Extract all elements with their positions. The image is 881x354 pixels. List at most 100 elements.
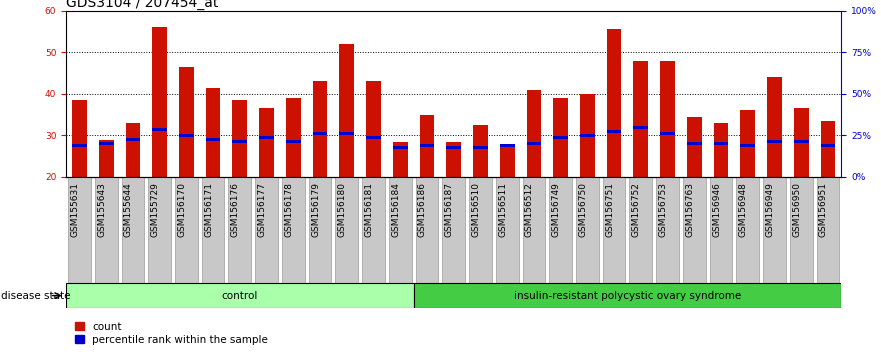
Text: control: control bbox=[222, 291, 258, 301]
Bar bbox=[794, 108, 809, 177]
Bar bbox=[580, 134, 595, 137]
Bar bbox=[419, 144, 434, 147]
Bar bbox=[740, 110, 755, 177]
Bar bbox=[527, 142, 541, 145]
Bar bbox=[473, 125, 488, 177]
Text: GDS3104 / 207454_at: GDS3104 / 207454_at bbox=[66, 0, 218, 10]
FancyBboxPatch shape bbox=[202, 177, 225, 283]
FancyBboxPatch shape bbox=[362, 177, 385, 283]
Text: GSM156181: GSM156181 bbox=[365, 182, 374, 237]
Text: GSM156512: GSM156512 bbox=[525, 182, 534, 237]
Text: GSM155729: GSM155729 bbox=[151, 182, 159, 237]
Bar bbox=[820, 121, 835, 177]
FancyBboxPatch shape bbox=[683, 177, 706, 283]
Legend: count, percentile rank within the sample: count, percentile rank within the sample bbox=[71, 317, 272, 349]
Bar bbox=[767, 140, 781, 143]
FancyBboxPatch shape bbox=[630, 177, 652, 283]
Text: GSM156187: GSM156187 bbox=[445, 182, 454, 237]
FancyBboxPatch shape bbox=[122, 177, 144, 283]
Bar bbox=[152, 128, 167, 131]
Text: GSM156178: GSM156178 bbox=[285, 182, 293, 237]
Bar bbox=[740, 144, 755, 147]
Text: GSM156951: GSM156951 bbox=[819, 182, 828, 237]
Bar bbox=[233, 140, 248, 143]
Bar bbox=[233, 100, 248, 177]
FancyBboxPatch shape bbox=[148, 177, 171, 283]
Bar bbox=[660, 61, 675, 177]
FancyBboxPatch shape bbox=[255, 177, 278, 283]
FancyBboxPatch shape bbox=[710, 177, 732, 283]
Bar bbox=[633, 126, 648, 129]
Bar bbox=[393, 142, 408, 177]
Text: GSM156750: GSM156750 bbox=[579, 182, 588, 237]
Text: GSM156176: GSM156176 bbox=[231, 182, 240, 237]
Bar bbox=[366, 81, 381, 177]
Bar bbox=[179, 67, 194, 177]
Text: GSM156752: GSM156752 bbox=[632, 182, 640, 237]
Bar bbox=[794, 140, 809, 143]
Text: GSM156171: GSM156171 bbox=[204, 182, 213, 237]
Bar bbox=[286, 140, 300, 143]
FancyBboxPatch shape bbox=[413, 283, 841, 308]
Bar bbox=[607, 29, 621, 177]
Text: GSM156950: GSM156950 bbox=[792, 182, 801, 237]
Bar bbox=[767, 77, 781, 177]
Text: GSM156179: GSM156179 bbox=[311, 182, 320, 237]
Text: GSM156184: GSM156184 bbox=[391, 182, 400, 237]
Bar bbox=[687, 117, 701, 177]
Bar bbox=[286, 98, 300, 177]
Text: GSM156510: GSM156510 bbox=[471, 182, 480, 237]
Bar bbox=[126, 123, 140, 177]
Bar bbox=[447, 142, 461, 177]
Bar bbox=[72, 144, 87, 147]
FancyBboxPatch shape bbox=[416, 177, 439, 283]
FancyBboxPatch shape bbox=[603, 177, 626, 283]
FancyBboxPatch shape bbox=[549, 177, 572, 283]
FancyBboxPatch shape bbox=[656, 177, 679, 283]
Bar bbox=[393, 147, 408, 149]
FancyBboxPatch shape bbox=[66, 283, 413, 308]
Bar bbox=[553, 136, 568, 139]
FancyBboxPatch shape bbox=[68, 177, 91, 283]
FancyBboxPatch shape bbox=[336, 177, 359, 283]
Text: GSM155644: GSM155644 bbox=[124, 182, 133, 237]
Text: GSM155643: GSM155643 bbox=[97, 182, 107, 237]
Bar bbox=[500, 144, 515, 147]
Bar bbox=[714, 123, 729, 177]
Bar bbox=[126, 138, 140, 141]
Bar bbox=[527, 90, 541, 177]
FancyBboxPatch shape bbox=[763, 177, 786, 283]
FancyBboxPatch shape bbox=[737, 177, 759, 283]
Text: GSM156180: GSM156180 bbox=[337, 182, 347, 237]
Text: GSM156751: GSM156751 bbox=[605, 182, 614, 237]
FancyBboxPatch shape bbox=[790, 177, 812, 283]
Text: GSM156946: GSM156946 bbox=[712, 182, 721, 237]
Bar bbox=[206, 138, 220, 141]
FancyBboxPatch shape bbox=[175, 177, 197, 283]
Text: GSM156753: GSM156753 bbox=[659, 182, 668, 237]
FancyBboxPatch shape bbox=[389, 177, 411, 283]
Bar bbox=[99, 141, 114, 177]
Bar bbox=[714, 142, 729, 145]
FancyBboxPatch shape bbox=[522, 177, 545, 283]
Text: disease state: disease state bbox=[2, 291, 70, 301]
Text: GSM156511: GSM156511 bbox=[498, 182, 507, 237]
Bar bbox=[607, 130, 621, 133]
Text: GSM156170: GSM156170 bbox=[177, 182, 187, 237]
Text: GSM156186: GSM156186 bbox=[418, 182, 427, 237]
FancyBboxPatch shape bbox=[817, 177, 840, 283]
Text: GSM156949: GSM156949 bbox=[766, 182, 774, 237]
Bar bbox=[259, 136, 274, 139]
FancyBboxPatch shape bbox=[228, 177, 251, 283]
Bar bbox=[447, 147, 461, 149]
Bar bbox=[313, 132, 328, 135]
Bar bbox=[259, 108, 274, 177]
Text: GSM156177: GSM156177 bbox=[257, 182, 267, 237]
Bar bbox=[633, 61, 648, 177]
FancyBboxPatch shape bbox=[496, 177, 519, 283]
FancyBboxPatch shape bbox=[442, 177, 465, 283]
Text: GSM156948: GSM156948 bbox=[739, 182, 748, 237]
Text: GSM156749: GSM156749 bbox=[552, 182, 560, 237]
Text: GSM156763: GSM156763 bbox=[685, 182, 694, 237]
Bar bbox=[313, 81, 328, 177]
